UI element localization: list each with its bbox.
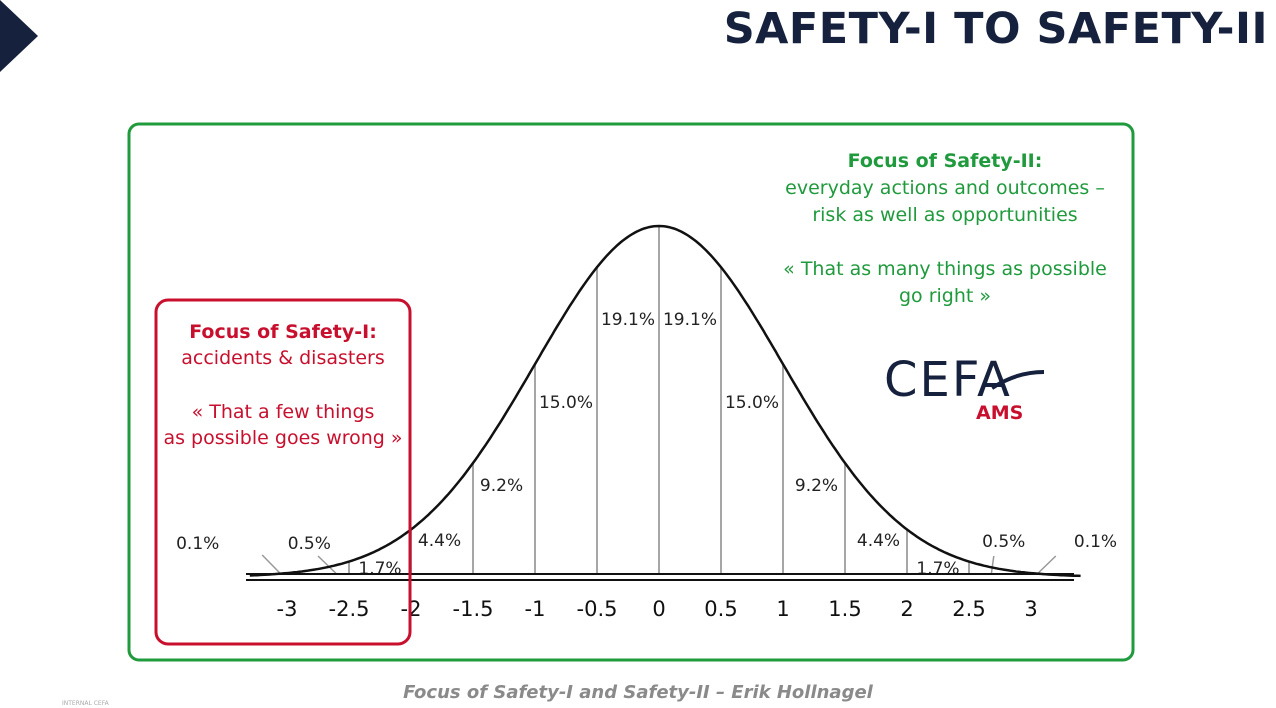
segment-percent-label: 1.7% [358, 559, 401, 579]
segment-percent-label: 9.2% [480, 476, 523, 496]
segment-percent-label: 0.1% [1074, 532, 1117, 552]
safety-ii-line2: risk as well as opportunities [812, 204, 1078, 226]
safety-ii-line1: everyday actions and outcomes – [785, 177, 1105, 199]
safety-i-frame [154, 298, 412, 646]
label-leader-line [1036, 555, 1057, 575]
x-tick-label: 2 [900, 597, 913, 621]
x-tick-label: 2.5 [952, 597, 985, 621]
safety-i-quote2: as possible goes wrong » [163, 427, 403, 449]
x-tick-label: 0.5 [704, 597, 737, 621]
segment-percent-label: 15.0% [725, 393, 779, 413]
label-leader-line [990, 555, 995, 575]
cefa-logo-text: CEFA [884, 352, 1012, 408]
logo-swoosh-icon [990, 370, 1045, 390]
label-leader-line [261, 554, 282, 575]
segment-percent-label: 19.1% [663, 310, 717, 330]
x-tick-label: 1.5 [828, 597, 861, 621]
cefa-ams-logo: CEFA AMS [884, 352, 1045, 432]
safety-ii-quote2: go right » [898, 285, 992, 307]
segment-percent-label: 0.5% [982, 532, 1025, 552]
x-tick-label: -3 [277, 597, 298, 621]
safety-i-quote1: « That a few things [191, 401, 375, 423]
x-tick-label: 1 [776, 597, 789, 621]
ams-logo-text: AMS [976, 402, 1024, 424]
x-tick-label: 3 [1024, 597, 1037, 621]
segment-percent-label: 19.1% [601, 310, 655, 330]
label-leader-line [317, 555, 338, 575]
segment-percent-label: 0.5% [288, 534, 331, 554]
slide-caption: Focus of Safety-I and Safety-II – Erik H… [403, 682, 873, 703]
segment-percent-label: 4.4% [857, 531, 900, 551]
safety-ii-frame [127, 122, 1135, 662]
segment-percent-label: 9.2% [795, 476, 838, 496]
x-tick-label: -2.5 [329, 597, 370, 621]
corner-arrow-icon [0, 0, 38, 72]
x-tick-label: -1 [525, 597, 546, 621]
x-tick-label: -1.5 [453, 597, 494, 621]
safety-ii-quote1: « That as many things as possible [783, 258, 1107, 280]
safety-i-heading: Focus of Safety-I: [189, 321, 377, 343]
normal-curve [249, 224, 1081, 578]
x-tick-label: 0 [652, 597, 665, 621]
safety-i-line1: accidents & disasters [181, 347, 385, 369]
segment-percent-label: 1.7% [916, 559, 959, 579]
slide-title: SAFETY-I TO SAFETY-II [723, 4, 1268, 54]
segment-percent-label: 0.1% [176, 534, 219, 554]
footer-note: INTERNAL CEFA [62, 700, 109, 707]
x-tick-label: -0.5 [577, 597, 618, 621]
segment-percent-label: 15.0% [539, 393, 593, 413]
segment-percent-label: 4.4% [418, 531, 461, 551]
safety-ii-heading: Focus of Safety-II: [847, 150, 1043, 172]
